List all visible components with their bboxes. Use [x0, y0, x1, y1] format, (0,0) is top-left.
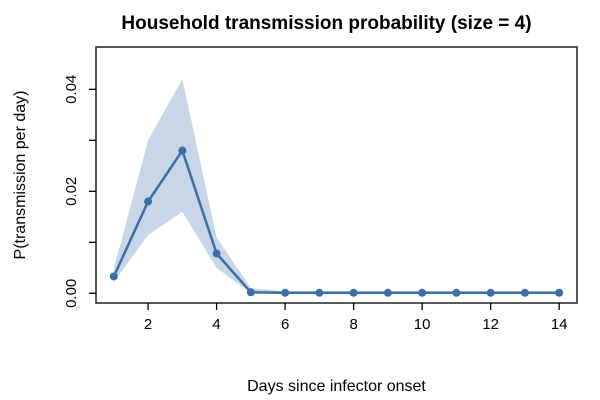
data-point-day-12 [486, 288, 495, 297]
confidence-band [113, 79, 560, 294]
data-point-day-3 [178, 146, 187, 155]
data-point-day-5 [246, 288, 255, 297]
x-axis-label: Days since infector onset [247, 378, 426, 395]
data-point-day-13 [520, 288, 529, 297]
x-tick-label: 10 [414, 316, 431, 333]
data-point-day-9 [383, 288, 392, 297]
x-tick-label: 14 [551, 316, 568, 333]
data-point-day-6 [281, 288, 290, 297]
data-point-day-10 [418, 288, 427, 297]
x-tick-label: 8 [349, 316, 357, 333]
data-point-day-7 [315, 288, 324, 297]
data-point-day-2 [144, 197, 153, 206]
y-tick-label: 0.02 [63, 177, 80, 206]
data-point-day-14 [555, 288, 564, 297]
y-tick-label: 0.00 [63, 279, 80, 308]
x-tick-label: 6 [281, 316, 289, 333]
data-point-day-11 [452, 288, 461, 297]
mean-line [112, 149, 561, 295]
x-tick-label: 12 [482, 316, 499, 333]
chart-title: Household transmission probability (size… [121, 13, 532, 34]
data-point-day-4 [212, 249, 221, 258]
y-tick-label: 0.04 [63, 75, 80, 104]
x-tick-label: 2 [144, 316, 152, 333]
plot-frame [95, 46, 578, 304]
x-tick-label: 4 [212, 316, 220, 333]
data-point-day-8 [349, 288, 358, 297]
data-point-day-1 [109, 272, 118, 281]
